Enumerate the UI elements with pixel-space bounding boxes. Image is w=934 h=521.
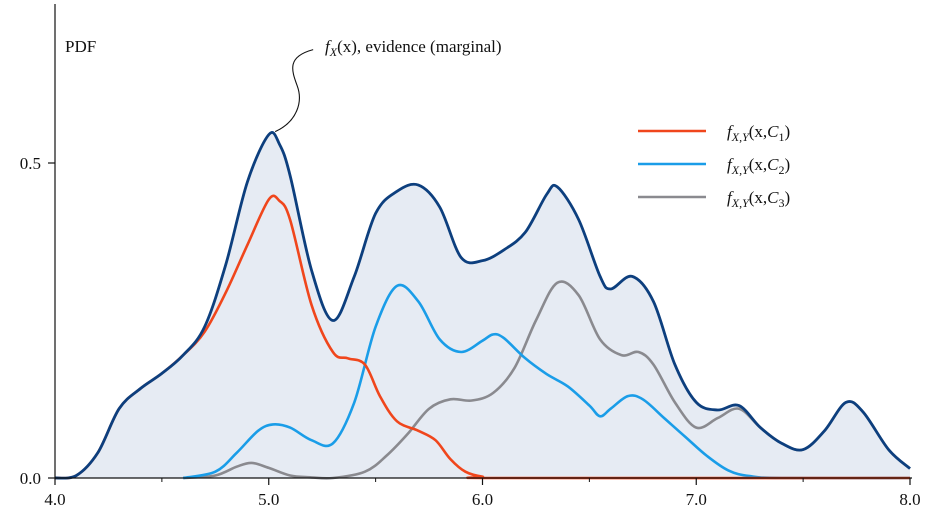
- x-tick-label: 5.0: [258, 490, 279, 509]
- evidence-fill-area: [55, 132, 910, 479]
- legend-open: (x,: [749, 188, 767, 207]
- annotation-args: (x): [337, 37, 357, 56]
- legend-var: C: [767, 188, 779, 207]
- legend-label-c3: fX,Y(x,C3): [727, 188, 790, 210]
- legend-close: ): [785, 188, 791, 207]
- legend-func: f: [727, 122, 734, 141]
- annotation-text: , evidence (marginal): [357, 37, 502, 56]
- y-axis-label: PDF: [65, 37, 96, 56]
- series-c2-line: [182, 283, 911, 480]
- legend-open: (x,: [749, 122, 767, 141]
- y-tick-label: 0.0: [20, 469, 41, 488]
- legend-var: C: [767, 155, 779, 174]
- legend-close: ): [785, 122, 791, 141]
- axis-layer: 4.0 5.0 6.0 7.0 8.0 0.0 0.5 PDF: [20, 4, 921, 509]
- legend: fX,Y(x,C1)fX,Y(x,C2)fX,Y(x,C3): [638, 122, 790, 210]
- legend-open: (x,: [749, 155, 767, 174]
- x-tick-label: 7.0: [686, 490, 707, 509]
- annotation-layer: fX(x), evidence (marginal): [274, 37, 502, 133]
- legend-subscript: X,Y: [731, 196, 750, 210]
- legend-label-c1: fX,Y(x,C1): [727, 122, 790, 144]
- x-tick-label: 8.0: [899, 490, 920, 509]
- legend-func: f: [727, 155, 734, 174]
- x-tick-label: 4.0: [44, 490, 65, 509]
- plot-layer: [54, 131, 911, 480]
- legend-index: 1: [779, 130, 785, 144]
- x-tick-label: 6.0: [472, 490, 493, 509]
- annotation-subscript: X: [329, 45, 338, 59]
- legend-subscript: X,Y: [731, 163, 750, 177]
- legend-close: ): [785, 155, 791, 174]
- y-tick-label: 0.5: [20, 154, 41, 173]
- legend-func: f: [727, 188, 734, 207]
- annotation-leader-line: [274, 49, 314, 133]
- legend-index: 2: [779, 163, 785, 177]
- evidence-line: [54, 131, 911, 480]
- annotation-label: fX(x), evidence (marginal): [325, 37, 502, 59]
- legend-var: C: [767, 122, 779, 141]
- legend-label-c2: fX,Y(x,C2): [727, 155, 790, 177]
- legend-subscript: X,Y: [731, 130, 750, 144]
- annotation-func: f: [325, 37, 332, 56]
- legend-index: 3: [779, 196, 785, 210]
